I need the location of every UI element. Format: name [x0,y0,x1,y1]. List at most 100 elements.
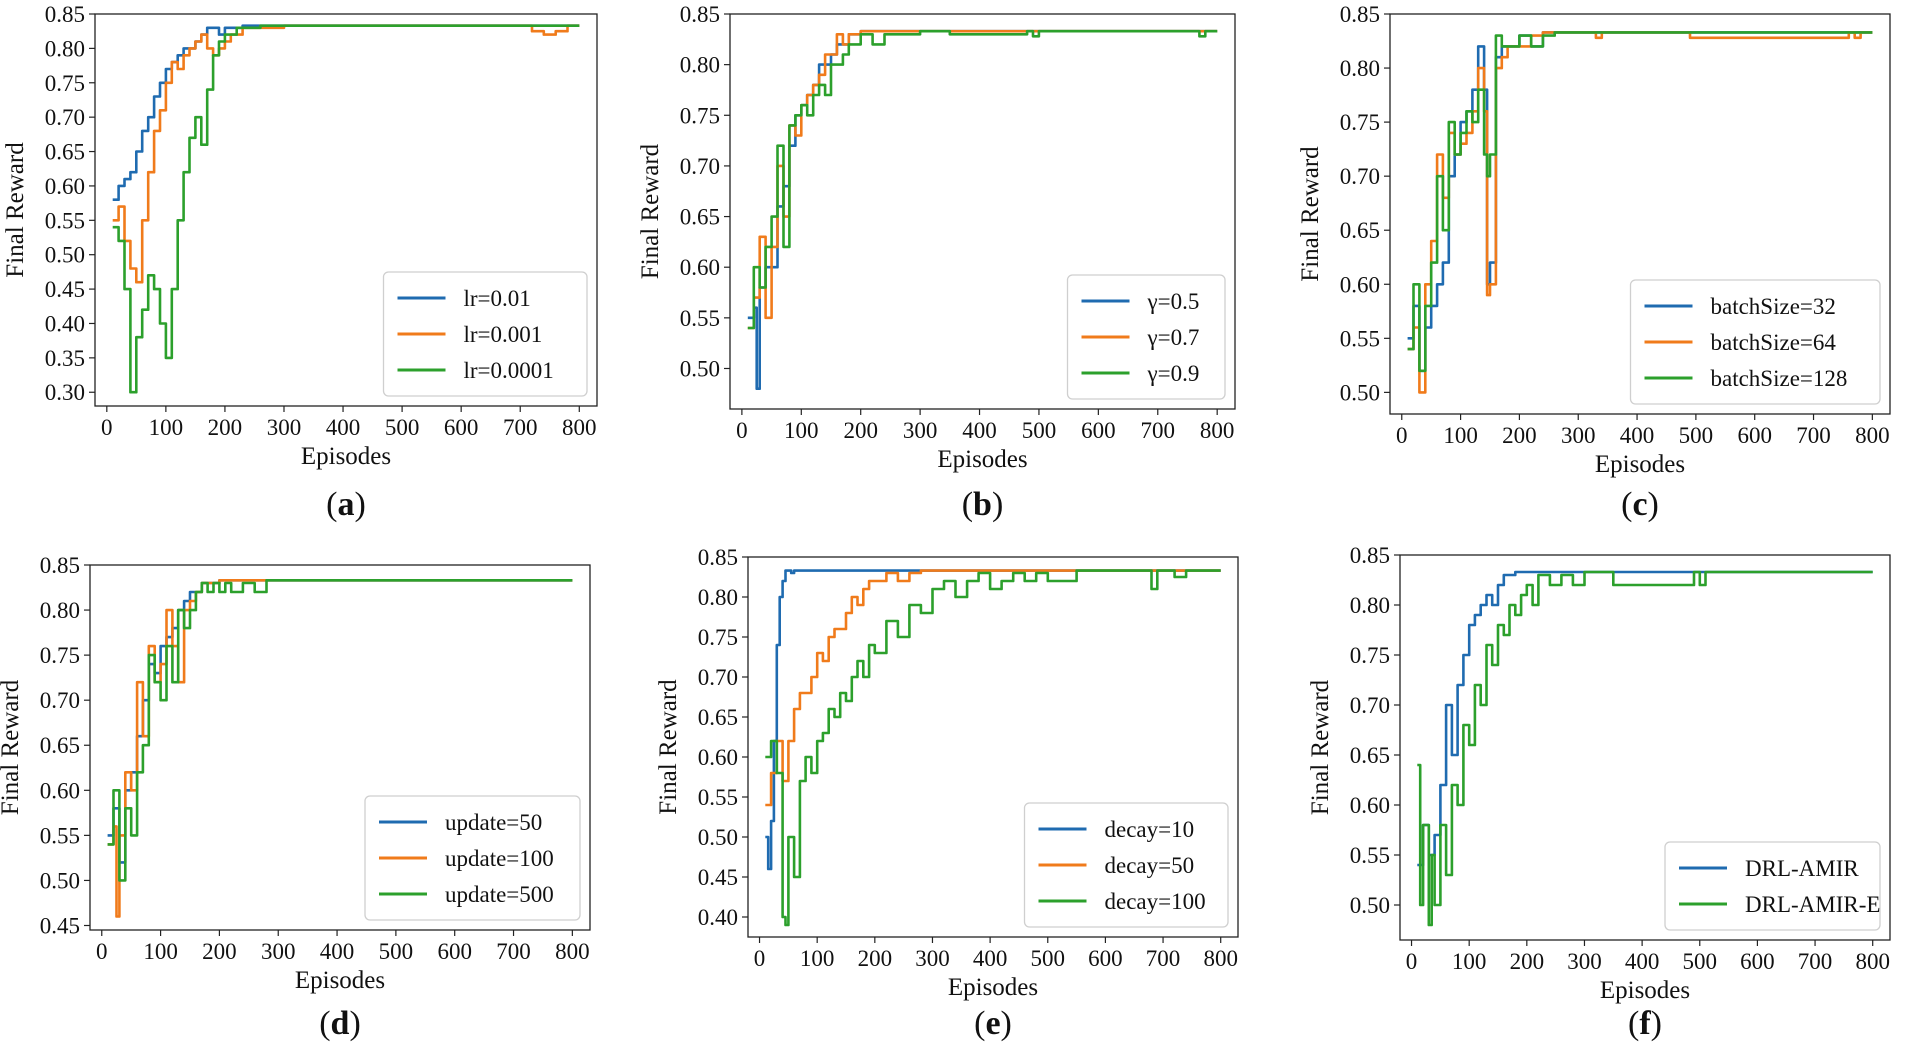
y-tick-label: 0.75 [1340,110,1380,135]
legend: decay=10 decay=50 decay=100 [1023,802,1229,928]
y-tick-label: 0.85 [40,553,80,578]
plot-frame [1389,13,1891,415]
y-tick-label: 0.75 [1350,643,1390,668]
x-tick-label: 300 [915,946,950,971]
x-tick-label: 500 [1683,949,1718,974]
x-tick-label: 100 [784,418,819,443]
x-tick-label: 400 [320,939,355,964]
x-tick-label: 800 [1855,949,1890,974]
legend-label: γ=0.5 [1147,289,1200,314]
x-tick-label: 700 [1146,946,1181,971]
panel-caption: (e) [974,1005,1012,1042]
x-tick-label: 400 [1625,949,1660,974]
x-tick-label: 300 [1567,949,1602,974]
legend: update=50 update=100 update=500 [364,795,581,921]
series-line-drl-amir-e [1417,570,1873,927]
y-tick-label: 0.85 [698,545,738,570]
y-tick-label: 0.50 [1340,380,1380,405]
panel-caption: (b) [962,486,1004,523]
legend: γ=0.5 γ=0.7 γ=0.9 [1066,274,1226,400]
x-tick-label: 400 [973,946,1008,971]
x-axis-label: Episodes [301,443,391,470]
x-tick-label: 100 [1443,423,1478,448]
x-tick-label: 700 [1798,949,1833,974]
y-axis-label: Final Reward [2,142,29,278]
x-tick-label: 200 [1510,949,1545,974]
legend-label: lr=0.01 [464,286,531,311]
y-tick-label: 0.55 [1340,326,1380,351]
series-line-decay-50 [765,569,1221,807]
y-tick-label: 0.65 [1340,218,1380,243]
y-tick-label: 0.60 [1350,793,1390,818]
legend-label: lr=0.001 [464,322,543,347]
x-tick-label: 300 [261,939,296,964]
legend-box [1629,279,1881,405]
x-tick-label: 800 [1200,418,1235,443]
y-tick-label: 0.75 [680,103,720,128]
y-tick-label: 0.50 [698,825,738,850]
y-axis-label: Final Reward [0,679,24,815]
y-tick-label: 0.65 [40,733,80,758]
chart-panel-b: 0 100 200 300 400 500 600 700 800 0.50 0.55 0.60 0.6… [637,2,1236,523]
legend-label: update=500 [445,882,554,907]
y-tick-label: 0.40 [698,905,738,930]
y-tick-label: 0.55 [1350,843,1390,868]
y-tick-label: 0.80 [45,36,85,61]
chart-panel-f: 0 100 200 300 400 500 600 700 800 0.50 0.55 0.60 0.6… [1307,543,1891,1042]
y-tick-label: 0.35 [45,346,85,371]
x-axis-label: Episodes [1600,977,1690,1004]
x-tick-label: 200 [858,946,893,971]
y-tick-label: 0.55 [40,823,80,848]
legend-label: DRL-AMIR-E [1745,892,1880,917]
x-tick-label: 600 [1081,418,1116,443]
x-tick-label: 500 [1031,946,1066,971]
panel-caption: (a) [326,486,366,523]
series-line--0-9 [747,29,1218,330]
y-tick-label: 0.45 [698,865,738,890]
x-tick-label: 600 [437,939,472,964]
x-tick-label: 0 [96,939,108,964]
x-tick-label: 500 [379,939,414,964]
chart-panel-a: 0 100 200 300 400 500 600 700 800 0.30 0.35 0.40 0.4… [2,2,598,523]
panel-caption: (c) [1621,486,1659,523]
y-tick-label: 0.50 [45,243,85,268]
legend: DRL-AMIR DRL-AMIR-E [1664,841,1881,931]
plot-frame [89,564,591,931]
y-tick-label: 0.50 [1350,893,1390,918]
legend-box [364,795,581,921]
y-tick-label: 0.45 [40,913,80,938]
y-tick-label: 0.60 [680,255,720,280]
y-tick-label: 0.60 [40,778,80,803]
y-tick-label: 0.65 [1350,743,1390,768]
x-tick-label: 400 [326,415,361,440]
x-tick-label: 100 [800,946,835,971]
x-tick-label: 400 [962,418,997,443]
y-tick-label: 0.75 [698,625,738,650]
y-tick-label: 0.40 [45,311,85,336]
y-tick-label: 0.65 [45,140,85,165]
legend-label: decay=50 [1105,853,1195,878]
x-tick-label: 0 [1406,949,1418,974]
plot-frame [1399,554,1891,941]
y-tick-label: 0.75 [40,643,80,668]
x-tick-label: 0 [101,415,113,440]
y-tick-label: 0.85 [45,2,85,27]
x-tick-label: 200 [1502,423,1537,448]
y-tick-label: 0.70 [1340,164,1380,189]
series-line-decay-10 [765,569,1221,871]
x-tick-label: 100 [1452,949,1487,974]
y-tick-label: 0.70 [45,105,85,130]
x-tick-label: 500 [385,415,420,440]
x-tick-label: 300 [267,415,302,440]
legend-label: DRL-AMIR [1745,856,1859,881]
x-tick-label: 300 [1561,423,1596,448]
y-tick-label: 0.50 [680,356,720,381]
series-line-update-500 [107,579,573,882]
y-tick-label: 0.80 [1350,593,1390,618]
y-tick-label: 0.60 [45,174,85,199]
x-tick-label: 100 [143,939,178,964]
x-tick-label: 600 [1740,949,1775,974]
y-tick-label: 0.50 [40,868,80,893]
x-tick-label: 0 [754,946,766,971]
y-axis-label: Final Reward [637,143,664,279]
